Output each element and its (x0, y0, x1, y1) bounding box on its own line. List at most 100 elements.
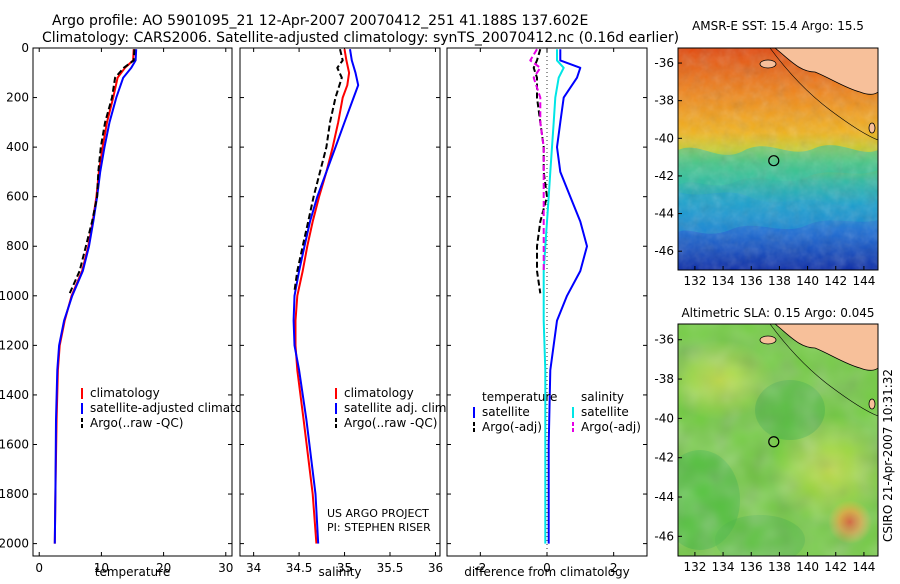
y-tick-label: 400 (6, 140, 29, 154)
x-tick-label: 35 (337, 561, 352, 575)
map-x-tick-label: 140 (796, 560, 819, 574)
x-tick-label: -2 (474, 561, 486, 575)
plot-frame (32, 47, 233, 557)
map-y-tick-label: -36 (654, 56, 674, 70)
map-y-tick-label: -40 (654, 411, 674, 425)
map-y-tick-label: -38 (654, 94, 674, 108)
header-line-2: Climatology: CARS2006. Satellite-adjuste… (42, 30, 679, 46)
x-tick-label: 34.5 (286, 561, 313, 575)
map-x-tick-label: 140 (796, 274, 819, 288)
profile-panel-2: 34 34.5 35 35.5 36 salinity climatologysatelli… (239, 47, 450, 579)
x-tick-label: 20 (156, 561, 171, 575)
legend-label: climatology (344, 386, 414, 400)
map-y-tick-label: -42 (654, 451, 674, 465)
map-x-tick-label: 138 (768, 274, 791, 288)
y-tick-label: 600 (6, 190, 29, 204)
sla-map-title: Altimetric SLA: 0.15 Argo: 0.045 (681, 306, 874, 320)
x-tick-label: 34 (246, 561, 261, 575)
sla-map: Altimetric SLA: 0.15 Argo: 0.045 132 134 1… (654, 306, 879, 574)
x-tick-label: 36 (428, 561, 443, 575)
y-tick-label: 2000 (0, 537, 29, 551)
sst-shelf-contour (769, 48, 878, 141)
y-tick-label: 0 (21, 41, 29, 55)
sst-map-title: AMSR-E SST: 15.4 Argo: 15.5 (692, 19, 864, 33)
profile-panel-1: 0 10 20 30 0 200 400 600 800 1000 1200 1400 1600 1800… (0, 41, 268, 579)
sst-land-kangaroo-island (759, 59, 777, 69)
legend: temperaturesatelliteArgo(-adj)salinitysa… (473, 390, 641, 434)
series-line-satellite-adj-clim- (292, 49, 360, 544)
legend-label: satellite (482, 405, 530, 419)
legend-label: satellite-adjusted climatology (90, 401, 268, 415)
y-tick-label: 200 (6, 91, 29, 105)
argo-position-marker (768, 436, 780, 448)
x-axis-label: salinity (318, 565, 361, 579)
map-y-tick-label: -38 (654, 372, 674, 386)
x-tick-label: 0 (35, 561, 43, 575)
y-tick-label: 800 (6, 239, 29, 253)
series-line-satellite-adjusted-climatology (53, 49, 138, 544)
sla-shelf-contour (769, 324, 878, 417)
map-x-tick-label: 144 (852, 274, 875, 288)
map-y-tick-label: -46 (654, 529, 674, 543)
series-line-argo-raw-qc- (293, 48, 344, 291)
sla-land-kangaroo-island (759, 335, 777, 345)
map-x-tick-label: 142 (824, 560, 847, 574)
map-y-tick-label: -44 (654, 207, 674, 221)
map-x-tick-label: 132 (683, 560, 706, 574)
map-x-tick-label: 136 (740, 560, 763, 574)
map-y-tick-label: -44 (654, 490, 674, 504)
map-y-tick-label: -42 (654, 169, 674, 183)
x-tick-label: 35.5 (377, 561, 404, 575)
x-tick-label: 2 (610, 561, 618, 575)
legend-label: salinity (581, 390, 624, 404)
legend-label: Argo(-adj) (581, 420, 641, 434)
map-x-tick-label: 144 (852, 560, 875, 574)
map-y-tick-label: -36 (654, 333, 674, 347)
x-tick-label: 30 (218, 561, 233, 575)
annotation-text: US ARGO PROJECT (327, 507, 429, 520)
y-tick-label: 1800 (0, 487, 29, 501)
annotation-text: PI: STEPHEN RISER (327, 521, 431, 534)
x-tick-label: 0 (543, 561, 551, 575)
map-x-tick-label: 134 (712, 560, 735, 574)
sst-land-king-island (868, 122, 876, 134)
series-line-argo-raw-qc- (68, 49, 136, 294)
series-line-climatology (294, 49, 351, 544)
legend-label: satellite (581, 405, 629, 419)
series-line-salinity-argo-adj- (529, 48, 545, 271)
legend-label: Argo(-adj) (482, 420, 542, 434)
legend-label: temperature (482, 390, 557, 404)
side-stamp: CSIRO 21-Apr-2007 10:31:32 (881, 369, 895, 542)
legend-label: Argo(..raw -QC) (344, 416, 437, 430)
y-tick-label: 1200 (0, 338, 29, 352)
x-axis-label: difference from climatology (464, 565, 630, 579)
series-line-salinity-satellite (542, 49, 565, 544)
series-line-temperature-satellite (547, 49, 588, 544)
sst-map: AMSR-E SST: 15.4 Argo: 15.5 132 134 136 138… (654, 19, 879, 288)
sla-land-mainland (774, 324, 878, 371)
map-x-tick-label: 134 (712, 274, 735, 288)
legend-label: satellite adj. clim. (344, 401, 450, 415)
sla-land-king-island (868, 398, 876, 410)
argo-position-marker (768, 155, 780, 167)
map-y-tick-label: -46 (654, 244, 674, 258)
map-x-tick-label: 138 (768, 560, 791, 574)
map-y-tick-label: -40 (654, 131, 674, 145)
legend-label: Argo(..raw -QC) (90, 416, 183, 430)
x-axis-label: temperature (95, 565, 170, 579)
y-tick-label: 1000 (0, 289, 29, 303)
y-tick-label: 1400 (0, 388, 29, 402)
y-tick-label: 1600 (0, 437, 29, 451)
legend-label: climatology (90, 386, 160, 400)
plot-frame (239, 47, 441, 557)
header-line-1: Argo profile: AO 5901095_21 12-Apr-2007 … (52, 13, 588, 29)
map-x-tick-label: 132 (683, 274, 706, 288)
map-x-tick-label: 136 (740, 274, 763, 288)
sst-land-mainland (774, 48, 878, 95)
x-tick-label: 10 (94, 561, 109, 575)
